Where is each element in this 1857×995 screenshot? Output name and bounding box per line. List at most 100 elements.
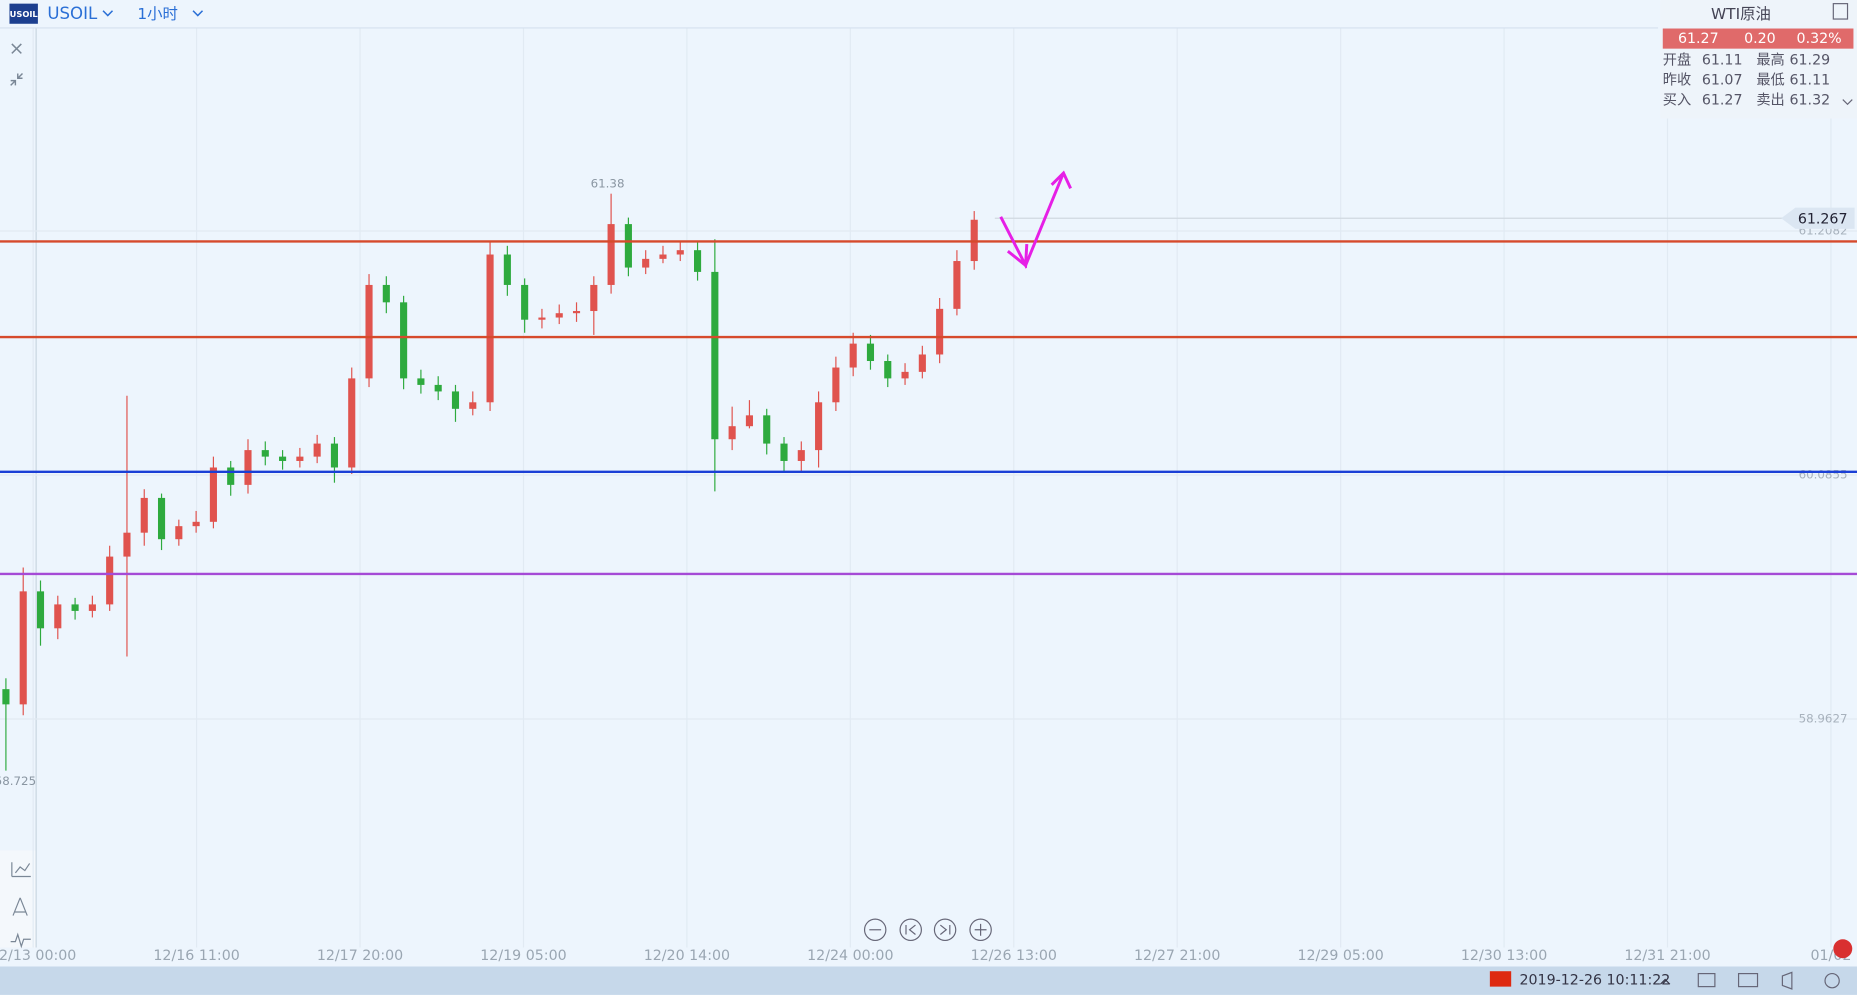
status-expand[interactable] [1659,978,1671,985]
zoom-in[interactable] [969,918,992,942]
x-tick-label: 12/24 00:00 [807,948,893,964]
candle-body [642,258,650,268]
candle-body [745,415,753,427]
candle-body [884,361,892,379]
quote-name: WTI原油 [1711,5,1771,23]
candle-body [106,556,114,605]
candle-body [815,402,823,451]
quote-change: 0.20 [1744,31,1776,47]
candle-body [624,224,632,268]
candle-body [348,378,356,468]
candle-body [901,371,909,379]
settings-icon[interactable] [1824,973,1840,989]
candle-body [279,456,287,461]
candle-body [123,532,131,557]
candle-body [849,343,857,368]
candle-body [469,402,477,409]
candle-body [659,254,667,259]
low-label: 58.725 [0,774,36,788]
quote-last: 61.27 [1678,31,1719,47]
x-tick-label: 12/29 05:00 [1297,948,1383,964]
candle-body [192,521,200,527]
candle-body [365,284,373,379]
exit-icon[interactable] [1832,3,1849,20]
flag-icon [1489,971,1512,987]
candle-body [832,367,840,403]
candle-body [694,250,702,272]
current-price-tag [1781,207,1855,229]
dropdown-icon[interactable] [102,10,114,17]
candle-body [382,284,390,303]
x-tick-label: 12/19 05:00 [480,948,566,964]
candle-body [19,591,27,705]
quote-value: 61.29 [1789,52,1830,68]
sound-icon[interactable] [1781,971,1793,990]
y-tick-label: 60.0855 [1799,467,1848,481]
indicator-icon[interactable] [11,862,31,878]
candle-body [313,443,321,457]
candle-body [953,261,961,309]
x-tick-label: 12/26 13:00 [971,948,1057,964]
candle-body [330,443,339,468]
x-tick-label: 12/20 14:00 [644,948,730,964]
interval[interactable]: 1小时 [137,5,178,23]
high-label: 61.38 [591,177,625,191]
candle-body [227,467,235,485]
status-bar [0,966,1857,995]
quote-field: 开盘 [1663,50,1691,68]
camera-icon[interactable] [1737,973,1759,988]
candle-body [54,604,62,629]
candle-body [451,391,460,409]
quote-field: 最高 [1756,51,1784,68]
candle-body [676,250,684,255]
expand-icon[interactable] [1842,99,1853,106]
quote-field: 昨收 [1663,72,1691,89]
symbol[interactable]: USOIL [47,4,98,23]
draw-icon[interactable] [12,897,28,916]
go-start[interactable] [899,918,922,942]
candle-body [417,378,425,385]
x-tick-label: 12/31 21:00 [1624,948,1710,964]
candle-body [486,254,494,403]
candle-body [797,450,805,461]
candle-body [244,450,252,485]
go-end[interactable] [933,918,957,942]
candle-body [866,343,875,362]
candle-body [209,467,217,522]
x-tick-label: 12/30 13:00 [1461,948,1547,964]
candle-body [296,456,304,461]
window-icon[interactable] [1697,973,1716,988]
quote-value: 61.11 [1702,52,1743,68]
y-tick-label: 58.9627 [1799,711,1848,725]
quote-change-pct: 0.32% [1797,31,1842,47]
quote-field: 卖出 [1756,92,1784,109]
candle-body [763,415,771,444]
dropdown-icon[interactable] [192,10,204,17]
candle-body [36,591,45,629]
candle-body [140,497,148,533]
collapse-icon[interactable] [10,73,24,86]
candle-body [728,426,736,440]
candle-body [400,302,408,379]
candle-body [157,497,166,540]
candle-body [175,526,183,540]
toolbar [0,850,36,948]
candle-body [555,313,563,318]
candle-body [503,254,511,285]
alert-icon[interactable] [1833,939,1853,959]
candle-body [261,450,269,457]
candle-body [572,311,581,314]
status-datetime: 2019-12-26 10:11:22 [1519,973,1670,989]
candle-body [538,317,546,320]
quote-field: 最低 [1756,72,1784,89]
zoom-out[interactable] [863,918,887,942]
wave-icon[interactable] [10,932,31,949]
quote-field: 买入 [1663,92,1691,109]
candle-body [88,604,96,611]
quote-bar [1662,28,1854,49]
candle-body [2,689,10,705]
candle-body [711,271,719,440]
close-icon[interactable] [11,43,22,54]
candle-body [71,604,79,611]
